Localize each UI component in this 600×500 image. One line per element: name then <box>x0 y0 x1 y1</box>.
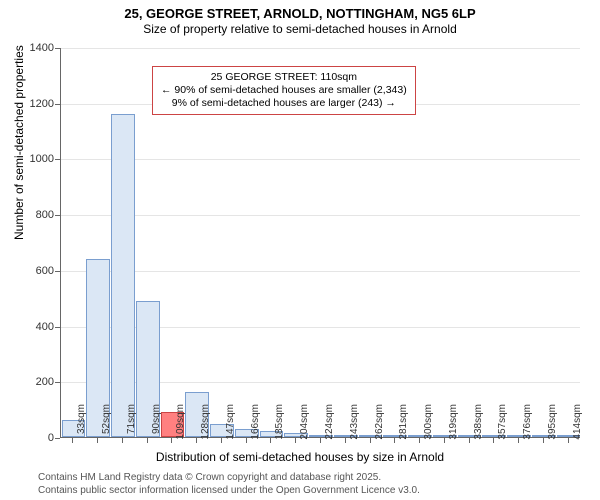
gridline <box>61 215 580 216</box>
ytick-label: 600 <box>14 265 54 277</box>
ytick-mark <box>55 438 60 439</box>
ytick-label: 200 <box>14 376 54 388</box>
ytick-mark <box>55 48 60 49</box>
xtick-label: 319sqm <box>448 404 459 444</box>
xtick-label: 33sqm <box>76 404 87 444</box>
title-line2: Size of property relative to semi-detach… <box>0 22 600 37</box>
xtick-mark <box>122 438 123 443</box>
xtick-label: 357sqm <box>497 404 508 444</box>
ytick-mark <box>55 382 60 383</box>
xtick-label: 376sqm <box>522 404 533 444</box>
callout-line1: 25 GEORGE STREET: 110sqm <box>161 71 407 84</box>
xtick-label: 166sqm <box>250 404 261 444</box>
xtick-label: 128sqm <box>200 404 211 444</box>
xtick-label: 262sqm <box>374 404 385 444</box>
xtick-label: 90sqm <box>151 404 162 444</box>
xtick-label: 224sqm <box>324 404 335 444</box>
callout-box: 25 GEORGE STREET: 110sqm ← 90% of semi-d… <box>152 66 416 115</box>
ytick-label: 1200 <box>14 98 54 110</box>
xtick-mark <box>72 438 73 443</box>
ytick-mark <box>55 215 60 216</box>
ytick-label: 800 <box>14 209 54 221</box>
footer-line1: Contains HM Land Registry data © Crown c… <box>38 472 420 485</box>
xtick-mark <box>518 438 519 443</box>
chart-title-block: 25, GEORGE STREET, ARNOLD, NOTTINGHAM, N… <box>0 0 600 37</box>
ytick-label: 1400 <box>14 42 54 54</box>
xtick-mark <box>196 438 197 443</box>
callout-line2: ← 90% of semi-detached houses are smalle… <box>161 84 407 97</box>
footer-attribution: Contains HM Land Registry data © Crown c… <box>38 472 420 497</box>
x-axis-label: Distribution of semi-detached houses by … <box>0 450 600 464</box>
gridline <box>61 271 580 272</box>
xtick-mark <box>270 438 271 443</box>
xtick-mark <box>97 438 98 443</box>
ytick-mark <box>55 271 60 272</box>
title-line1: 25, GEORGE STREET, ARNOLD, NOTTINGHAM, N… <box>0 6 600 22</box>
xtick-label: 71sqm <box>126 404 137 444</box>
callout-line3: 9% of semi-detached houses are larger (2… <box>161 97 407 110</box>
bar <box>111 114 135 437</box>
xtick-mark <box>345 438 346 443</box>
xtick-mark <box>543 438 544 443</box>
xtick-label: 147sqm <box>225 404 236 444</box>
xtick-mark <box>394 438 395 443</box>
xtick-label: 395sqm <box>547 404 558 444</box>
xtick-mark <box>370 438 371 443</box>
xtick-mark <box>493 438 494 443</box>
gridline <box>61 48 580 49</box>
xtick-label: 281sqm <box>398 404 409 444</box>
ytick-label: 400 <box>14 321 54 333</box>
xtick-label: 414sqm <box>572 404 583 444</box>
footer-line2: Contains public sector information licen… <box>38 485 420 498</box>
xtick-mark <box>444 438 445 443</box>
ytick-label: 1000 <box>14 153 54 165</box>
xtick-mark <box>419 438 420 443</box>
xtick-mark <box>171 438 172 443</box>
ytick-mark <box>55 159 60 160</box>
chart-area: 25 GEORGE STREET: 110sqm ← 90% of semi-d… <box>60 48 580 438</box>
xtick-mark <box>320 438 321 443</box>
xtick-label: 338sqm <box>473 404 484 444</box>
xtick-mark <box>295 438 296 443</box>
xtick-label: 300sqm <box>423 404 434 444</box>
ytick-mark <box>55 327 60 328</box>
xtick-label: 52sqm <box>101 404 112 444</box>
xtick-mark <box>147 438 148 443</box>
xtick-mark <box>221 438 222 443</box>
xtick-label: 109sqm <box>175 404 186 444</box>
xtick-mark <box>469 438 470 443</box>
xtick-label: 185sqm <box>274 404 285 444</box>
ytick-mark <box>55 104 60 105</box>
xtick-mark <box>246 438 247 443</box>
ytick-label: 0 <box>14 432 54 444</box>
xtick-mark <box>568 438 569 443</box>
gridline <box>61 159 580 160</box>
xtick-label: 243sqm <box>349 404 360 444</box>
xtick-label: 204sqm <box>299 404 310 444</box>
